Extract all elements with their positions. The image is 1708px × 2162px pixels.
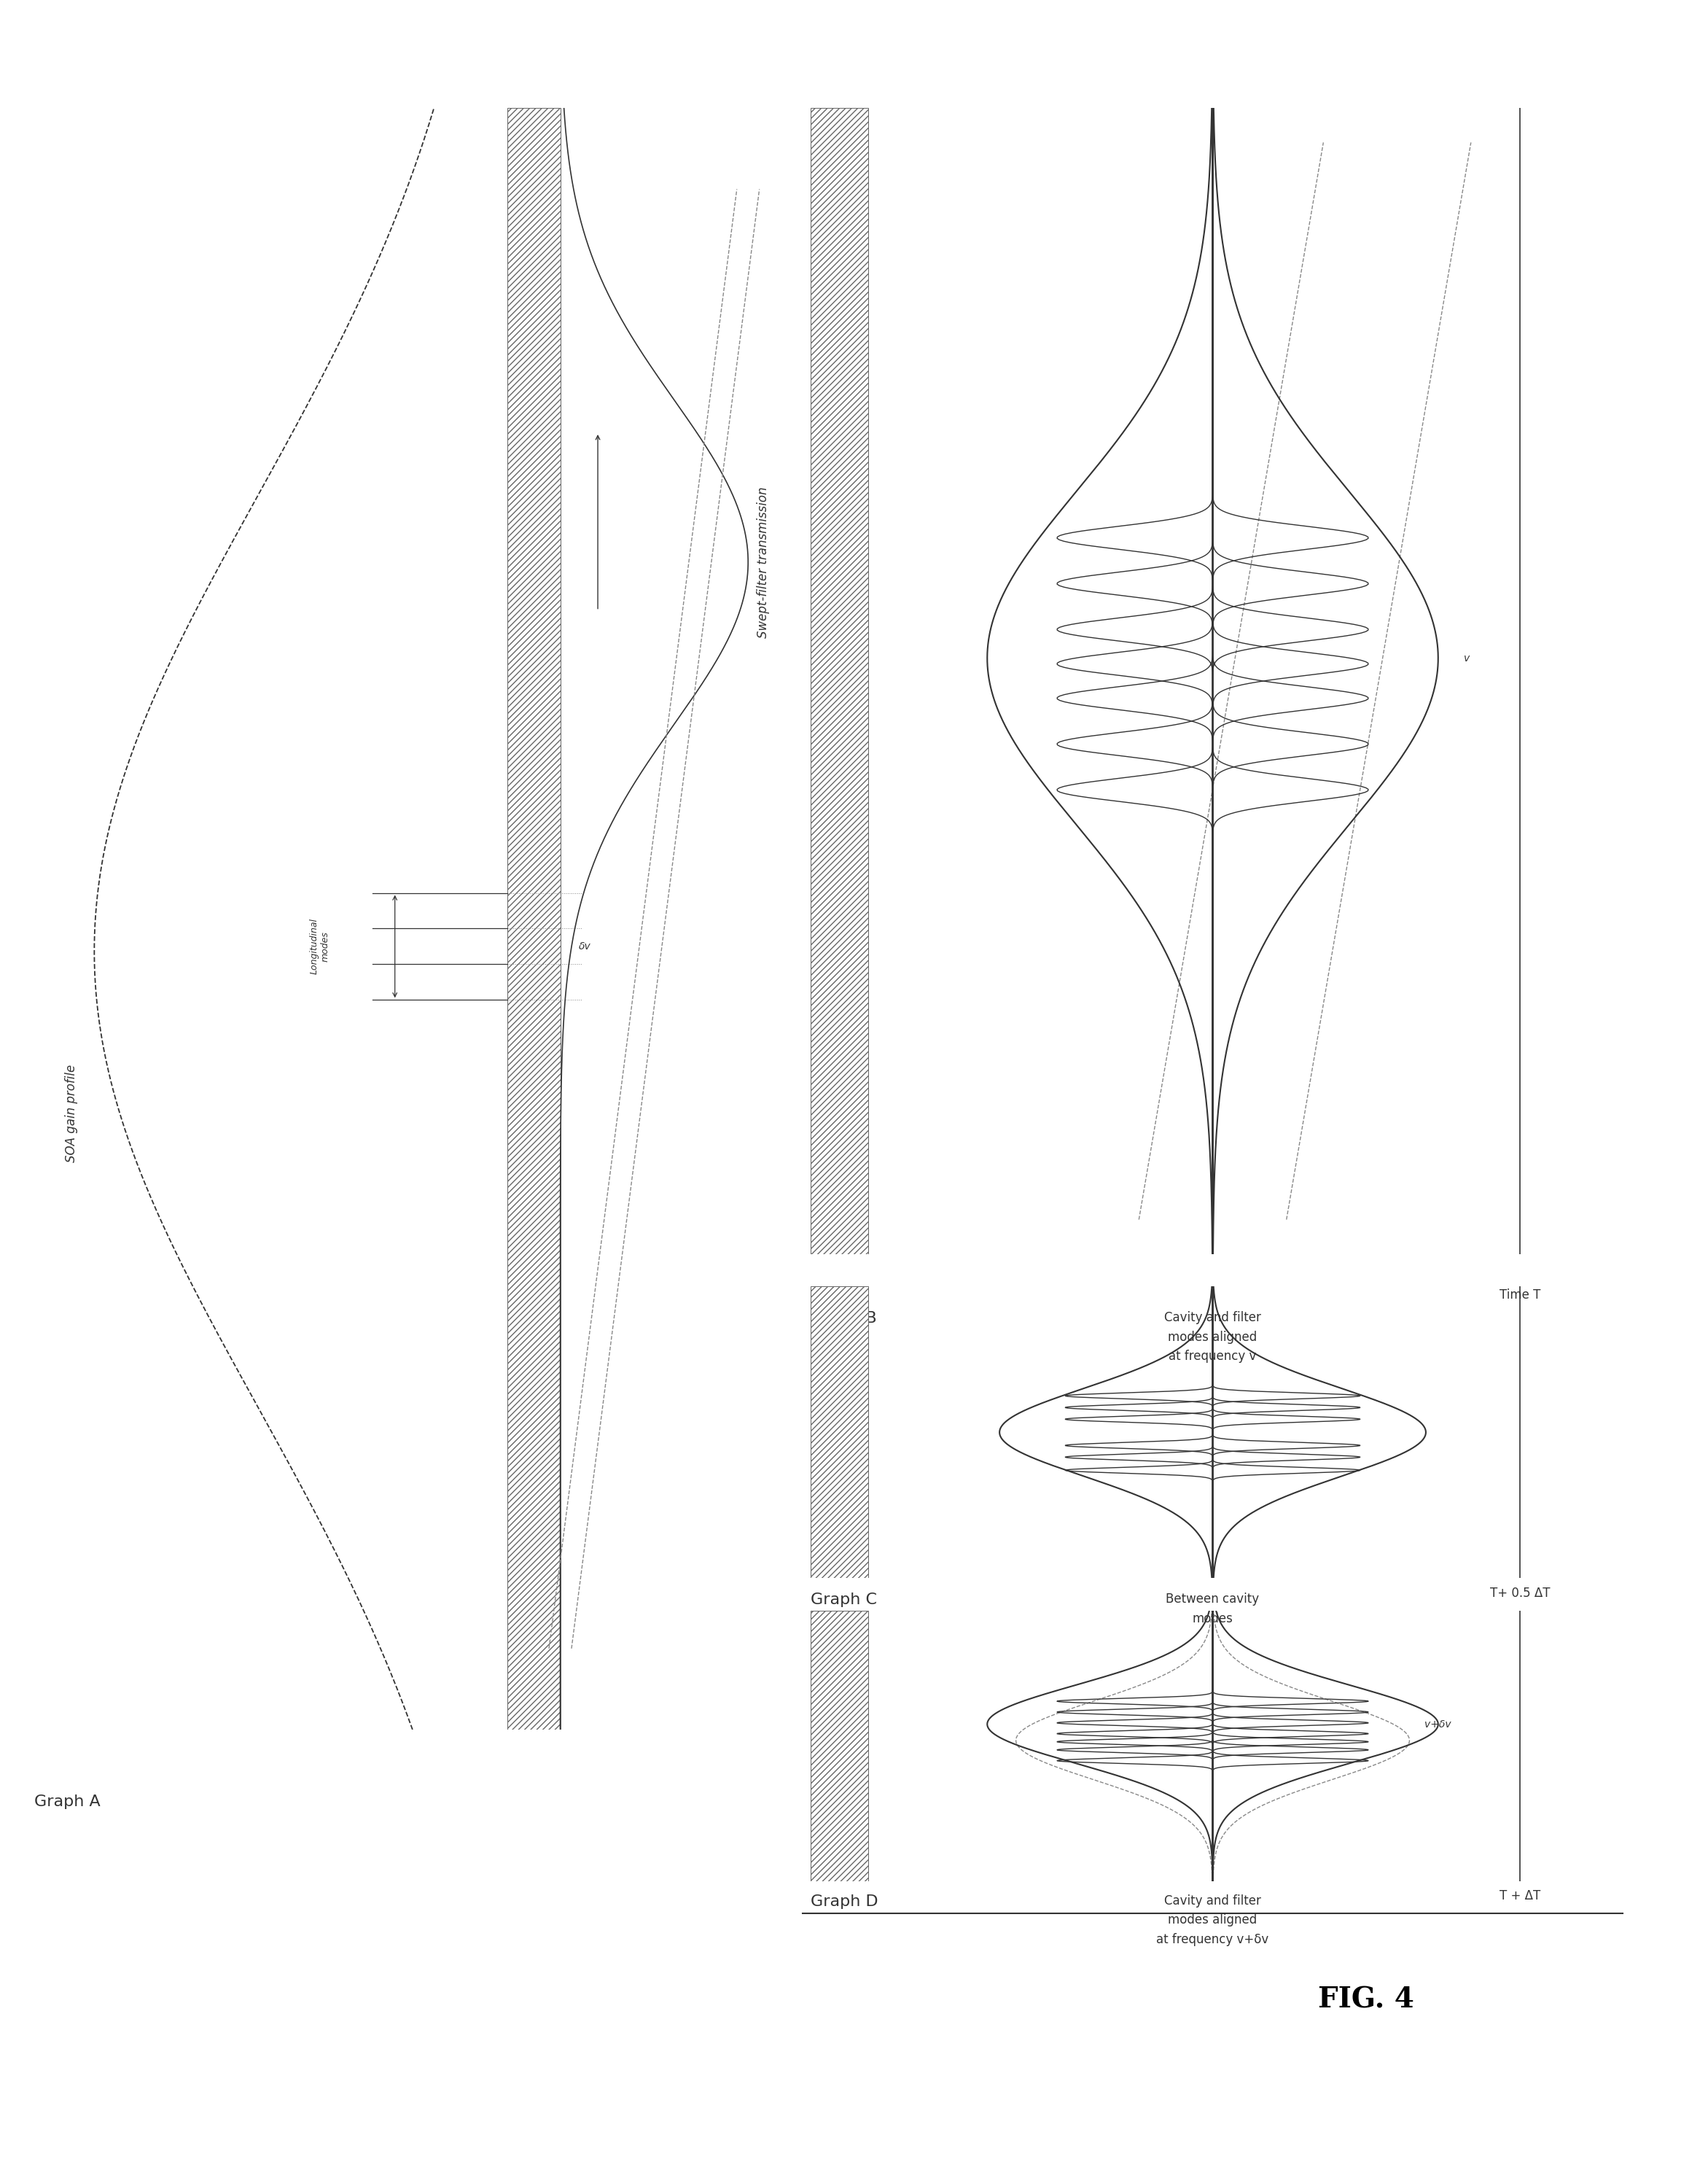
Text: Longitudinal
modes: Longitudinal modes [309, 919, 330, 975]
Text: Swept-filter transmission: Swept-filter transmission [757, 486, 770, 638]
Text: T+ 0.5 ΔT: T+ 0.5 ΔT [1489, 1587, 1551, 1600]
Text: SOA gain profile: SOA gain profile [65, 1064, 79, 1163]
Text: Graph C: Graph C [811, 1593, 878, 1606]
Text: Time T: Time T [1500, 1289, 1541, 1302]
Text: Graph B: Graph B [811, 1310, 878, 1325]
Text: δv: δv [579, 940, 591, 951]
Text: v+δv: v+δv [1424, 1719, 1452, 1730]
Bar [811, 1611, 868, 1881]
Text: Cavity and filter
modes aligned
at frequency v: Cavity and filter modes aligned at frequ… [1165, 1310, 1261, 1362]
Text: T + ΔT: T + ΔT [1500, 1890, 1541, 1903]
Bar [811, 108, 868, 1254]
Text: Graph A: Graph A [34, 1794, 101, 1810]
Bar [507, 108, 560, 1730]
Text: Graph D: Graph D [811, 1894, 878, 1909]
Text: Cavity and filter
modes aligned
at frequency v+δv: Cavity and filter modes aligned at frequ… [1156, 1894, 1269, 1946]
Text: v: v [1464, 653, 1471, 664]
Bar [811, 1286, 868, 1578]
Text: FIG. 4: FIG. 4 [1319, 1987, 1414, 2013]
Text: Between cavity
modes: Between cavity modes [1167, 1593, 1259, 1626]
